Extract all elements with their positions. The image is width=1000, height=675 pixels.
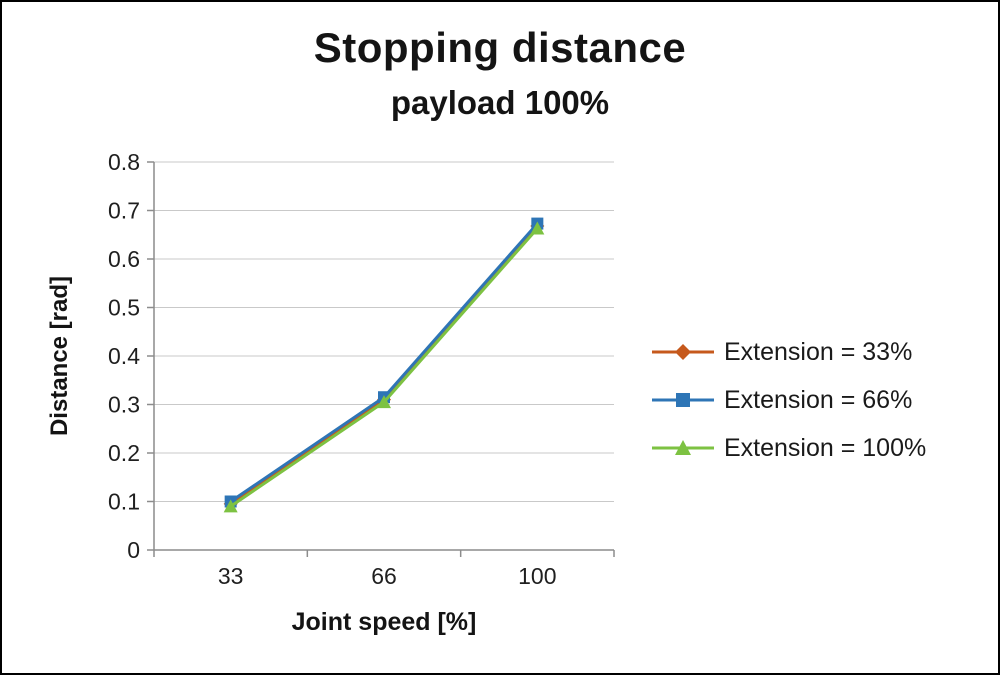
y-tick-label: 0.6 — [108, 246, 140, 272]
series-line — [229, 224, 539, 506]
legend-item-extension-66[interactable]: Extension = 66% — [650, 382, 990, 418]
x-tick-label: 33 — [218, 563, 244, 589]
chart-title: Stopping distance — [313, 24, 687, 71]
series-line — [229, 226, 539, 508]
y-tick-label: 0.5 — [108, 295, 140, 321]
y-tick-label: 0.3 — [108, 392, 140, 418]
y-tick-label: 0.8 — [108, 149, 140, 175]
y-tick-label: 0.2 — [108, 440, 140, 466]
legend-label: Extension = 100% — [724, 433, 927, 462]
triangle-marker-icon — [530, 221, 545, 235]
legend-item-extension-100[interactable]: Extension = 100% — [650, 430, 990, 466]
y-axis-title-text: Distance [rad] — [46, 275, 73, 437]
y-tick-label: 0.1 — [108, 489, 140, 515]
y-tick-label: 0 — [127, 537, 140, 563]
x-tick-label: 100 — [518, 563, 556, 589]
x-axis-title: Joint speed [%] — [291, 608, 477, 636]
x-tick-label: 66 — [371, 563, 397, 589]
diamond-marker-icon — [652, 344, 714, 360]
triangle-marker-icon — [652, 440, 714, 455]
triangle-marker-icon — [223, 499, 238, 513]
legend-label: Extension = 33% — [724, 337, 913, 366]
y-tick-label: 0.7 — [108, 198, 140, 224]
chart-subtitle: payload 100% — [390, 84, 610, 121]
legend-item-extension-33[interactable]: Extension = 33% — [650, 334, 990, 370]
legend: Extension = 33% Extension = 66% Extensio… — [650, 334, 990, 466]
square-marker-icon — [652, 393, 714, 407]
legend-label: Extension = 66% — [724, 385, 913, 414]
series-line — [229, 222, 539, 503]
triangle-marker-icon — [377, 395, 391, 409]
y-tick-label: 0.4 — [108, 343, 140, 369]
